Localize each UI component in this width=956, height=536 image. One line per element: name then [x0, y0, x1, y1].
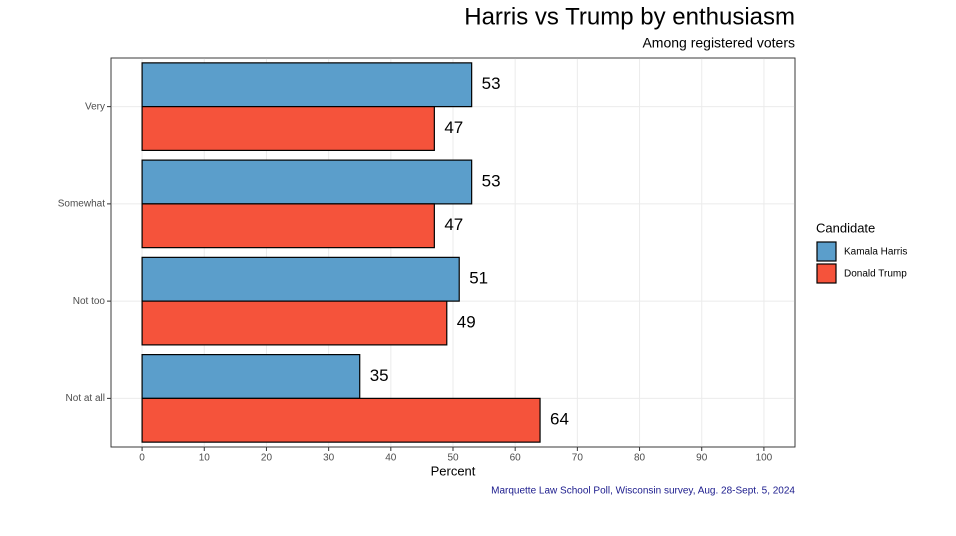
x-tick-label: 80 — [634, 453, 646, 464]
data-label: 49 — [457, 312, 476, 331]
caption: Marquette Law School Poll, Wisconsin sur… — [491, 486, 795, 497]
bar — [141, 62, 473, 108]
x-tick-label: 100 — [756, 453, 773, 464]
bar — [141, 300, 448, 346]
x-axis-label: Percent — [431, 463, 476, 478]
bar — [141, 203, 435, 249]
x-tick-label: 50 — [447, 453, 459, 464]
legend-swatch — [816, 263, 837, 284]
x-tick-label: 20 — [261, 453, 273, 464]
chart-title: Harris vs Trump by enthusiasm — [464, 3, 795, 30]
bar — [141, 354, 361, 399]
y-tick-label: Not too — [73, 296, 106, 307]
x-tick-label: 40 — [385, 453, 397, 464]
data-label: 51 — [469, 269, 488, 288]
x-tick-label: 30 — [323, 453, 335, 464]
bar — [141, 106, 435, 151]
bar — [141, 397, 541, 443]
y-tick-label: Very — [85, 101, 105, 112]
x-tick-label: 60 — [510, 453, 522, 464]
legend-swatch — [816, 241, 837, 262]
data-label: 47 — [444, 118, 463, 137]
bar — [141, 256, 460, 302]
legend-label: Kamala Harris — [844, 247, 907, 258]
data-label: 35 — [370, 366, 389, 385]
x-tick-label: 90 — [696, 453, 708, 464]
data-label: 64 — [550, 410, 569, 429]
chart-subtitle: Among registered voters — [642, 35, 795, 51]
legend-label: Donald Trump — [844, 269, 907, 280]
bar — [141, 159, 473, 205]
x-tick-label: 0 — [139, 453, 145, 464]
x-tick-label: 10 — [199, 453, 211, 464]
x-tick-label: 70 — [572, 453, 584, 464]
y-tick-label: Somewhat — [58, 199, 105, 210]
data-label: 47 — [444, 215, 463, 234]
y-tick-label: Not at all — [66, 393, 105, 404]
legend-title: Candidate — [816, 220, 875, 235]
data-label: 53 — [482, 171, 501, 190]
plot-border — [110, 57, 796, 448]
data-label: 53 — [482, 74, 501, 93]
